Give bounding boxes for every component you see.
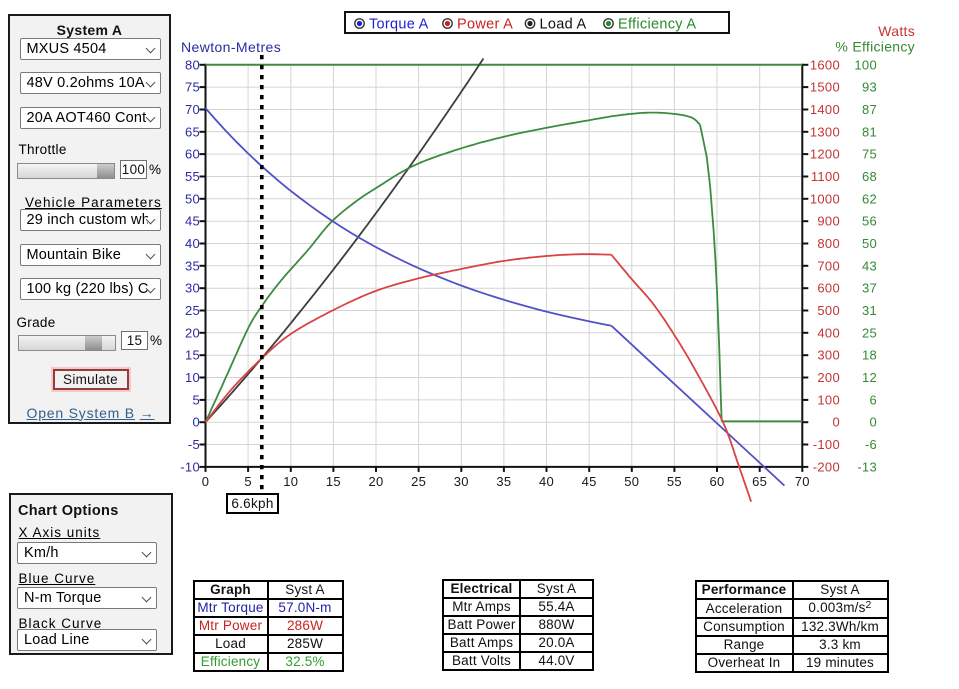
svg-text:Watts: Watts — [878, 23, 915, 39]
svg-text:75: 75 — [185, 80, 200, 95]
svg-text:43: 43 — [862, 258, 877, 273]
svg-text:55: 55 — [667, 474, 682, 489]
svg-text:31: 31 — [862, 303, 877, 318]
svg-text:12: 12 — [862, 370, 877, 385]
svg-text:0: 0 — [192, 415, 200, 430]
svg-text:35: 35 — [185, 258, 200, 273]
svg-text:50: 50 — [862, 236, 877, 251]
svg-text:1200: 1200 — [810, 147, 840, 162]
svg-text:-10: -10 — [180, 459, 200, 474]
svg-text:50: 50 — [624, 474, 639, 489]
svg-text:70: 70 — [795, 474, 810, 489]
svg-text:Power A: Power A — [457, 17, 513, 33]
svg-text:0: 0 — [202, 474, 210, 489]
svg-text:45: 45 — [185, 214, 200, 229]
svg-text:30: 30 — [454, 474, 469, 489]
svg-text:65: 65 — [752, 474, 767, 489]
svg-text:5: 5 — [192, 392, 200, 407]
svg-text:37: 37 — [862, 281, 877, 296]
svg-text:68: 68 — [862, 169, 877, 184]
svg-text:15: 15 — [185, 348, 200, 363]
svg-text:20: 20 — [368, 474, 383, 489]
svg-text:93: 93 — [862, 80, 877, 95]
svg-text:1500: 1500 — [810, 80, 840, 95]
svg-text:100: 100 — [854, 57, 877, 72]
svg-text:0: 0 — [832, 415, 840, 430]
svg-text:30: 30 — [185, 281, 200, 296]
svg-text:-100: -100 — [813, 437, 840, 452]
svg-text:70: 70 — [185, 102, 200, 117]
svg-text:900: 900 — [817, 214, 840, 229]
svg-text:56: 56 — [862, 214, 877, 229]
svg-text:20: 20 — [185, 325, 200, 340]
svg-text:40: 40 — [185, 236, 200, 251]
svg-text:6: 6 — [869, 392, 877, 407]
svg-text:0: 0 — [869, 415, 877, 430]
svg-text:700: 700 — [817, 258, 840, 273]
svg-text:100: 100 — [817, 392, 840, 407]
svg-text:5: 5 — [244, 474, 252, 489]
svg-text:18: 18 — [862, 348, 877, 363]
svg-text:600: 600 — [817, 281, 840, 296]
svg-text:1000: 1000 — [810, 191, 840, 206]
svg-text:87: 87 — [862, 102, 877, 117]
svg-text:-13: -13 — [857, 459, 877, 474]
svg-text:Load A: Load A — [540, 17, 587, 33]
svg-text:55: 55 — [185, 169, 200, 184]
svg-text:200: 200 — [817, 370, 840, 385]
svg-text:62: 62 — [862, 191, 877, 206]
svg-text:400: 400 — [817, 325, 840, 340]
svg-text:50: 50 — [185, 191, 200, 206]
svg-text:40: 40 — [539, 474, 554, 489]
svg-text:35: 35 — [496, 474, 511, 489]
svg-text:25: 25 — [185, 303, 200, 318]
svg-text:81: 81 — [862, 124, 877, 139]
svg-text:500: 500 — [817, 303, 840, 318]
svg-text:-6: -6 — [865, 437, 877, 452]
svg-text:25: 25 — [411, 474, 426, 489]
svg-text:Newton-Metres: Newton-Metres — [181, 39, 281, 55]
svg-text:15: 15 — [326, 474, 341, 489]
svg-text:1400: 1400 — [810, 102, 840, 117]
svg-text:45: 45 — [582, 474, 597, 489]
svg-text:10: 10 — [283, 474, 298, 489]
svg-text:1300: 1300 — [810, 124, 840, 139]
svg-text:-5: -5 — [188, 437, 200, 452]
svg-text:60: 60 — [709, 474, 724, 489]
svg-text:25: 25 — [862, 325, 877, 340]
svg-text:65: 65 — [185, 124, 200, 139]
svg-text:1100: 1100 — [811, 169, 840, 184]
svg-text:Torque A: Torque A — [369, 17, 429, 33]
svg-text:% Efficiency: % Efficiency — [835, 39, 915, 55]
svg-text:10: 10 — [185, 370, 200, 385]
svg-text:1600: 1600 — [810, 57, 840, 72]
svg-text:75: 75 — [862, 147, 877, 162]
svg-text:-200: -200 — [813, 459, 840, 474]
svg-text:800: 800 — [817, 236, 840, 251]
svg-text:60: 60 — [185, 147, 200, 162]
svg-text:80: 80 — [185, 57, 200, 72]
svg-text:Efficiency A: Efficiency A — [618, 17, 696, 33]
svg-text:300: 300 — [817, 348, 840, 363]
